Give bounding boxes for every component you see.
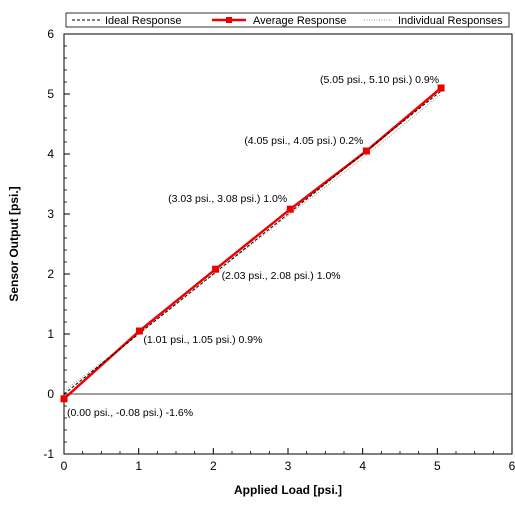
y-axis-ticks: -1 0 1 2 3 4 5 6 (43, 27, 70, 461)
point-annotation: (0.00 psi., -0.08 psi.) -1.6% (67, 407, 193, 419)
x-tick-label: 3 (285, 459, 292, 473)
x-tick-label: 2 (210, 459, 217, 473)
legend-average-label: Average Response (253, 15, 346, 27)
y-tick-label: 0 (47, 387, 54, 401)
legend-average-marker (226, 17, 232, 23)
point-annotation: (3.03 psi., 3.08 psi.) 1.0% (168, 193, 287, 205)
x-tick-label: 5 (434, 459, 441, 473)
x-tick-label: 6 (509, 459, 515, 473)
series-average-line (63, 87, 442, 400)
y-axis-title: Sensor Output [psi.] (7, 186, 21, 301)
point-annotation: (4.05 psi., 4.05 psi.) 0.2% (244, 135, 363, 147)
average-marker (60, 395, 68, 403)
y-tick-label: 6 (47, 27, 54, 41)
legend: Ideal Response Average Response Individu… (65, 12, 510, 28)
point-annotation: (1.01 psi., 1.05 psi.) 0.9% (143, 334, 262, 346)
average-marker (135, 327, 143, 335)
point-annotation: (2.03 psi., 2.08 psi.) 1.0% (222, 270, 341, 282)
x-axis-title: Applied Load [psi.] (234, 483, 342, 497)
average-marker (286, 205, 294, 213)
x-tick-label: 1 (135, 459, 142, 473)
series-ideal-line (63, 90, 442, 395)
legend-box (65, 12, 510, 28)
plot-frame (63, 33, 513, 455)
legend-ideal-label: Ideal Response (105, 15, 181, 27)
average-marker (437, 84, 445, 92)
x-tick-label: 4 (359, 459, 366, 473)
x-tick-label: 0 (61, 459, 68, 473)
series-layer (60, 84, 445, 403)
legend-individual-label: Individual Responses (398, 15, 503, 27)
x-axis-ticks: 0 1 2 3 4 5 6 (61, 448, 515, 473)
y-tick-label: 5 (47, 87, 54, 101)
y-tick-label: 1 (47, 327, 54, 341)
average-marker (212, 265, 220, 273)
y-tick-label: -1 (43, 447, 54, 461)
average-marker (362, 147, 370, 155)
y-tick-label: 2 (47, 267, 54, 281)
y-tick-label: 3 (47, 207, 54, 221)
annotations: (0.00 psi., -0.08 psi.) -1.6% (1.01 psi.,… (67, 74, 439, 419)
point-annotation: (5.05 psi., 5.10 psi.) 0.9% (320, 74, 439, 86)
y-tick-label: 4 (47, 147, 54, 161)
